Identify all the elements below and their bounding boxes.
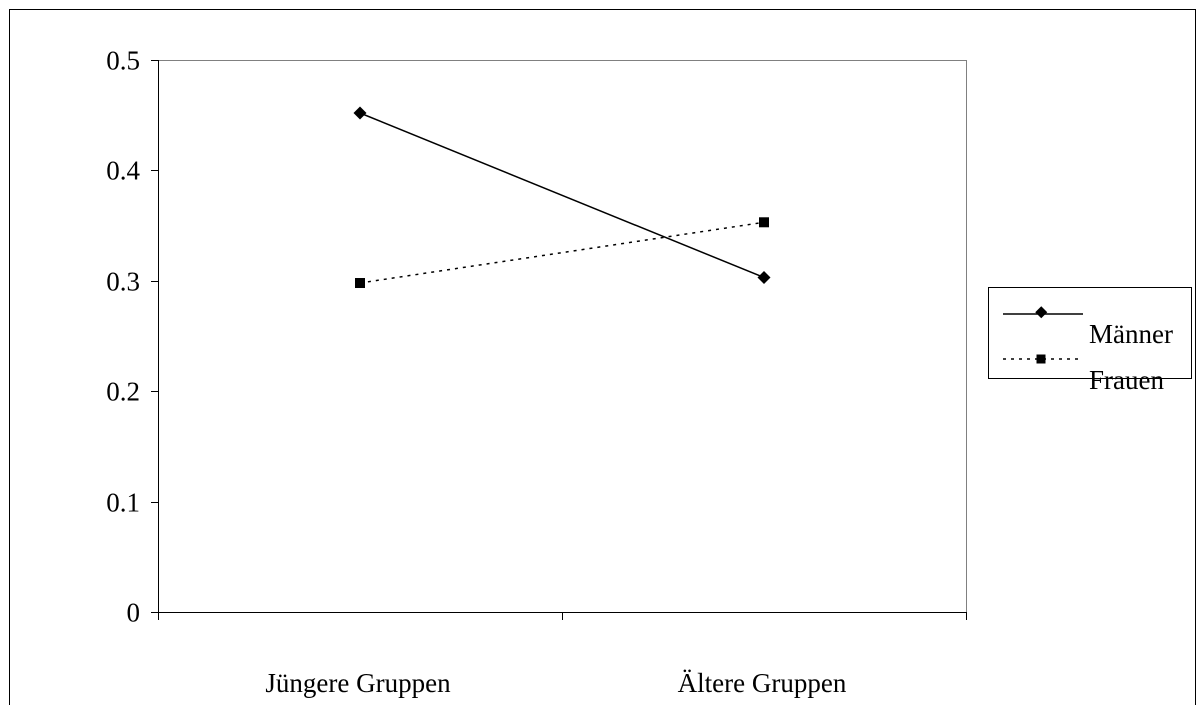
y-tick-label: 0.1 — [106, 488, 140, 518]
series-line-0 — [359, 112, 765, 279]
data-point-square — [759, 217, 769, 228]
y-tick-label: 0.4 — [106, 156, 140, 186]
y-tick-label: 0 — [127, 598, 141, 628]
data-point-diamond — [353, 106, 367, 120]
y-axis: 0 0.1 0.2 0.3 0.4 0.5 — [106, 46, 159, 628]
legend-item-frauen: Frauen — [1003, 354, 1164, 395]
data-point-diamond — [757, 271, 771, 284]
y-tick-label: 0.2 — [106, 377, 140, 407]
y-tick-label: 0.5 — [106, 46, 140, 76]
legend-label-frauen: Frauen — [1089, 365, 1164, 395]
x-tick-label: Jüngere Gruppen — [265, 668, 451, 698]
legend: Männer Frauen — [988, 287, 1192, 395]
series-layer — [353, 106, 771, 289]
x-tick-label: Ältere Gruppen — [678, 668, 847, 698]
legend-marker-frauen — [1036, 354, 1046, 364]
data-point-square — [355, 278, 365, 289]
y-tick-label: 0.3 — [106, 267, 140, 297]
legend-box — [988, 287, 1192, 379]
legend-label-maenner: Männer — [1089, 319, 1173, 349]
x-axis: Jüngere Gruppen Ältere Gruppen — [158, 612, 967, 698]
